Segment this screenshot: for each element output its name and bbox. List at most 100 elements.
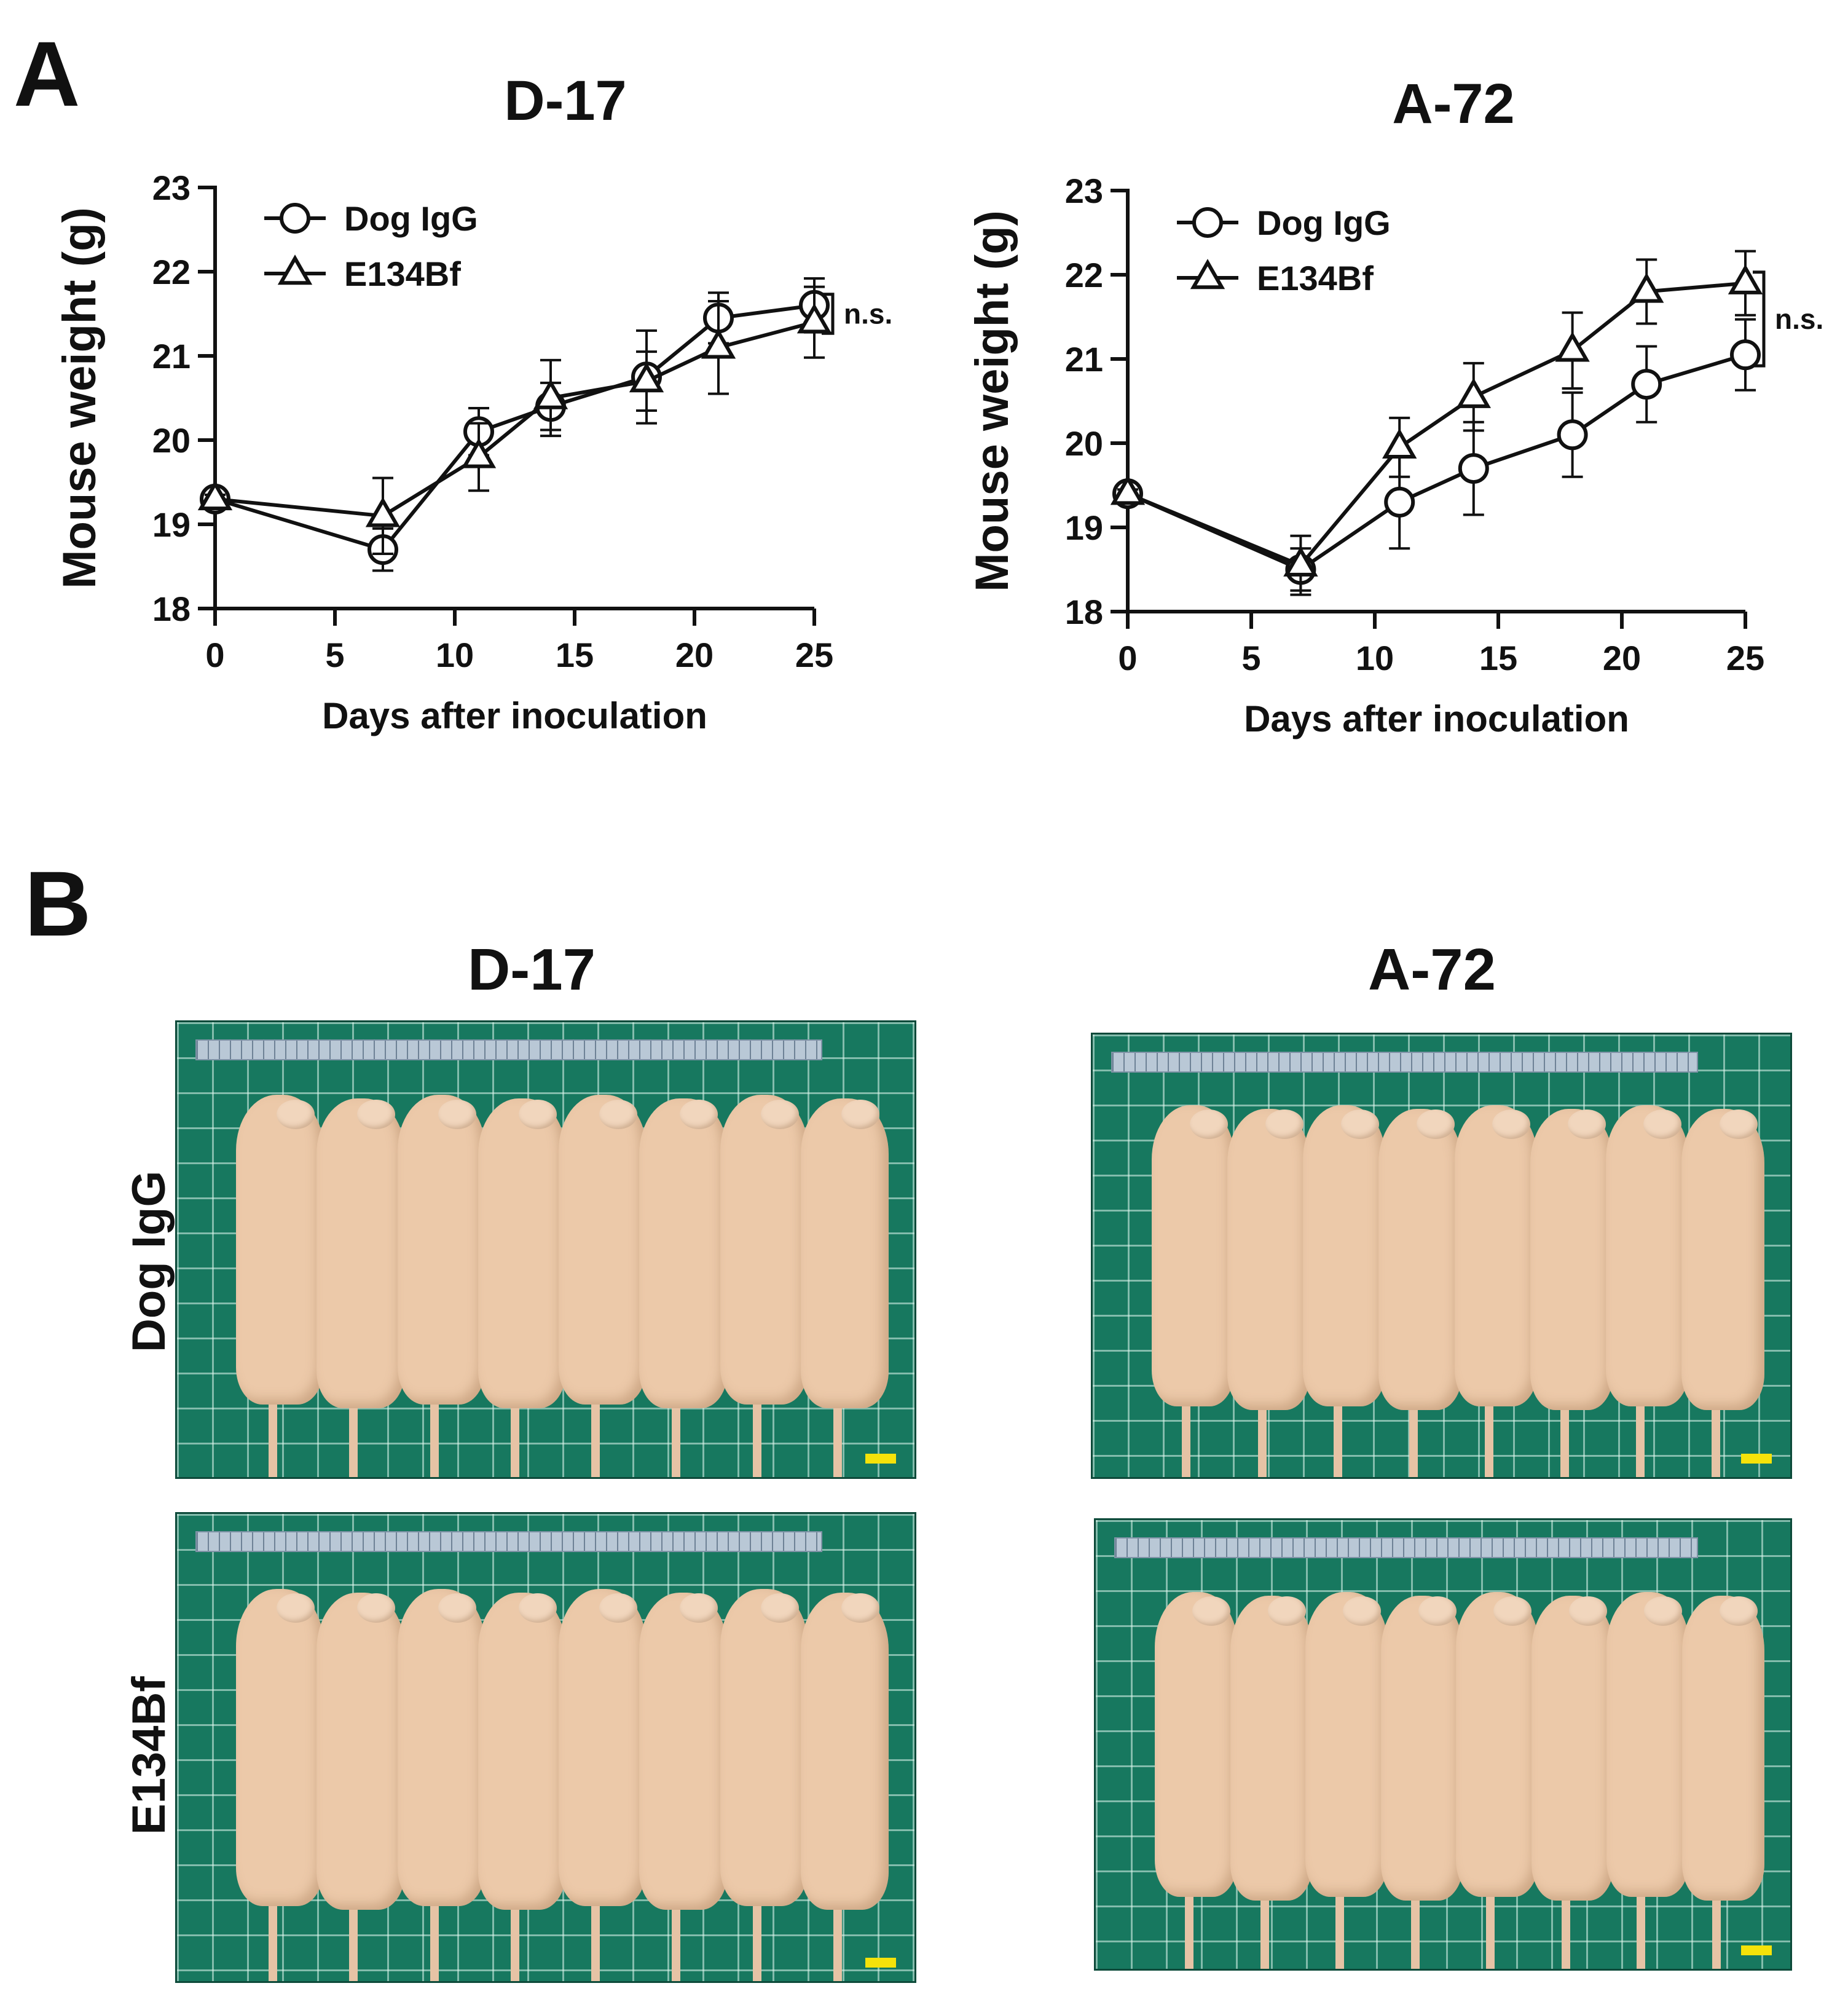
mouse — [559, 1588, 647, 1907]
mouse-ear — [760, 1099, 799, 1129]
mouse-tail — [1486, 1879, 1495, 1969]
mouse — [800, 1098, 889, 1408]
scale-bar — [865, 1454, 896, 1464]
mouse — [720, 1588, 808, 1907]
mouse-photo-d17-dog-igg — [175, 1020, 916, 1479]
legend-label-dog-igg: Dog IgG — [1257, 203, 1391, 242]
mouse-ear — [438, 1099, 476, 1129]
mouse-ear — [680, 1099, 718, 1129]
mouse-ear — [357, 1099, 396, 1129]
mouse-tail — [752, 1386, 761, 1477]
data-point-e134bf — [533, 379, 568, 409]
mouse-tail — [1333, 1389, 1342, 1477]
mouse — [1155, 1591, 1238, 1898]
mouse-tail — [349, 1888, 358, 1981]
data-point-dog-igg — [1730, 339, 1761, 371]
mouse — [720, 1095, 808, 1405]
data-point-e134bf — [365, 497, 401, 527]
x-tick-label: 15 — [1479, 639, 1517, 677]
mouse-tail — [672, 1386, 681, 1477]
mouse — [397, 1095, 486, 1405]
mouse — [236, 1588, 324, 1907]
mouse-tail — [1560, 1389, 1570, 1477]
y-tick-label: 18 — [1065, 593, 1103, 631]
mouse — [1303, 1105, 1386, 1406]
series-line-e134bf — [1126, 281, 1746, 567]
photo-row-label-e134bf: E134Bf — [123, 1676, 175, 1835]
mouse-ear — [1719, 1109, 1758, 1140]
chart-title: D-17 — [504, 69, 626, 132]
scale-bar — [1741, 1945, 1772, 1955]
mouse-ear — [1493, 1596, 1532, 1626]
mouse — [1305, 1591, 1388, 1898]
legend-label-e134bf: E134Bf — [1257, 259, 1374, 298]
x-axis-label: Days after inoculation — [322, 695, 707, 736]
mouse-ear — [1417, 1109, 1455, 1140]
significance-bracket — [1753, 270, 1766, 368]
mouse-tail — [510, 1386, 519, 1477]
x-axis-label: Days after inoculation — [1244, 698, 1629, 739]
mouse — [478, 1592, 566, 1910]
mouse-ear — [277, 1099, 315, 1129]
mouse-tail — [833, 1888, 842, 1981]
mouse — [478, 1098, 566, 1408]
mouse-tail — [1260, 1879, 1269, 1969]
mouse — [1456, 1591, 1539, 1898]
data-point-e134bf — [461, 438, 497, 468]
legend-marker-e134bf — [277, 254, 313, 285]
data-point-e134bf — [1110, 475, 1146, 505]
legend-marker-dog-igg — [280, 203, 310, 234]
photo-row-label-dog-igg: Dog IgG — [123, 1170, 175, 1352]
mouse-ear — [1568, 1596, 1607, 1626]
x-tick-label: 0 — [1118, 639, 1137, 677]
mouse-tail — [1185, 1879, 1194, 1969]
mouse-ear — [1267, 1596, 1306, 1626]
y-tick-label: 19 — [1065, 508, 1103, 547]
data-point-e134bf — [796, 303, 832, 334]
mouse-ear — [841, 1593, 879, 1623]
x-tick-label: 5 — [1241, 639, 1260, 677]
mouse-ear — [438, 1593, 476, 1623]
y-tick-label: 18 — [152, 589, 191, 628]
x-tick-label: 0 — [205, 636, 224, 674]
mouse-photo-d17-e134bf — [175, 1512, 916, 1983]
mouse — [1378, 1109, 1462, 1410]
data-point-e134bf — [1456, 377, 1491, 408]
scale-bar — [1741, 1454, 1772, 1464]
mouse-ear — [1719, 1596, 1758, 1626]
mouse-ear — [1340, 1109, 1379, 1140]
data-point-dog-igg — [1458, 453, 1489, 484]
y-tick-label: 20 — [152, 421, 191, 460]
mouse — [317, 1098, 405, 1408]
mouse-ear — [1568, 1109, 1606, 1140]
mouse-tail — [1561, 1879, 1570, 1969]
mouse-ear — [518, 1593, 557, 1623]
mouse — [1227, 1109, 1311, 1410]
legend-label-e134bf: E134Bf — [344, 254, 461, 293]
ruler — [1111, 1052, 1698, 1073]
ruler — [195, 1531, 822, 1552]
legend-label-dog-igg: Dog IgG — [344, 199, 478, 238]
mouse-ear — [599, 1099, 638, 1129]
mouse — [800, 1592, 889, 1910]
mouse — [1605, 1105, 1689, 1406]
data-point-e134bf — [1555, 331, 1590, 362]
mouse-tail — [269, 1888, 278, 1981]
mouse-ear — [599, 1593, 638, 1623]
mouse-tail — [1712, 1389, 1721, 1477]
y-tick-label: 22 — [152, 253, 191, 291]
mouse-tail — [1409, 1389, 1418, 1477]
mouse-tail — [430, 1386, 439, 1477]
x-tick-label: 5 — [325, 636, 344, 674]
y-tick-label: 23 — [152, 168, 191, 207]
mouse-tail — [1182, 1389, 1191, 1477]
mouse-tail — [833, 1386, 842, 1477]
ruler — [195, 1039, 822, 1060]
mouse — [1681, 1595, 1764, 1901]
mouse-tail — [1335, 1879, 1345, 1969]
mouse-ear — [1644, 1596, 1683, 1626]
mouse-tail — [349, 1386, 358, 1477]
mouse-tail — [1637, 1879, 1646, 1969]
data-point-e134bf — [197, 480, 233, 511]
mouse — [639, 1592, 728, 1910]
